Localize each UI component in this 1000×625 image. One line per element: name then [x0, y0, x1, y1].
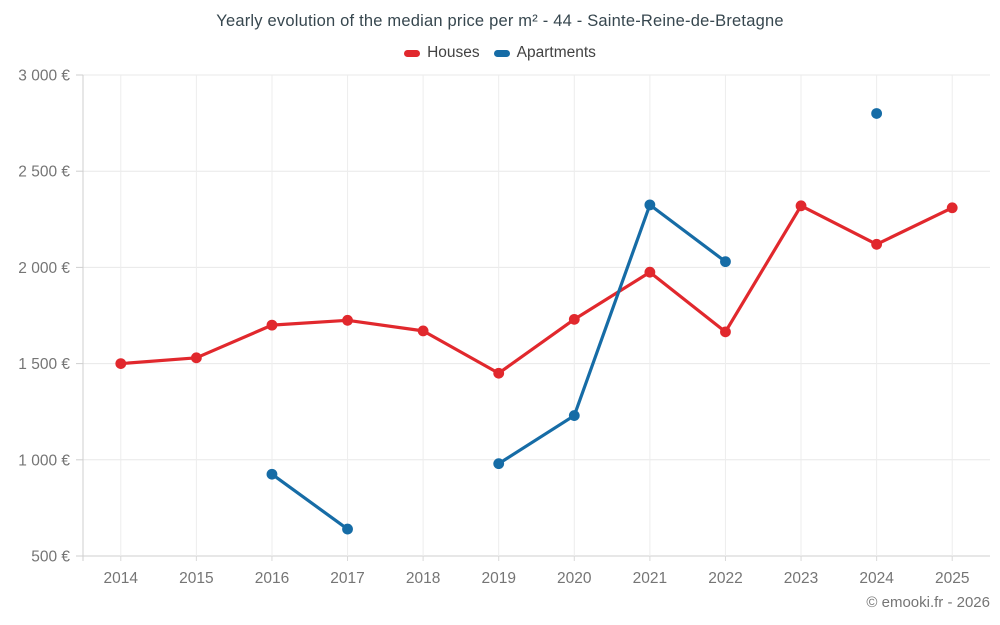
point-apartments-2024[interactable] [871, 108, 883, 119]
houses-line [119, 204, 954, 375]
apartments-series-swatch-icon [493, 49, 510, 57]
x-axis-label: 2019 [481, 570, 515, 587]
point-houses-2019[interactable] [493, 367, 505, 379]
x-axis-label: 2017 [330, 570, 364, 587]
y-axis-label: 1 500 € [18, 356, 70, 373]
legend: Houses Apartments [0, 44, 1000, 62]
point-houses-2014[interactable] [115, 358, 127, 369]
point-houses-2017[interactable] [342, 314, 353, 326]
point-houses-2023[interactable] [795, 200, 807, 212]
y-axis-label: 500 € [31, 549, 70, 566]
point-houses-2022[interactable] [720, 326, 731, 338]
point-apartments-2019[interactable] [493, 458, 505, 470]
point-houses-2018[interactable] [417, 325, 429, 337]
y-axis-label: 1 000 € [18, 452, 70, 469]
point-houses-2021[interactable] [644, 266, 656, 278]
point-houses-2020[interactable] [568, 313, 580, 325]
chart-title: Yearly evolution of the median price per… [216, 12, 784, 30]
apartments-line [270, 472, 350, 531]
point-apartments-2020[interactable] [568, 410, 580, 421]
point-houses-2015[interactable] [190, 352, 202, 364]
credits-link[interactable]: © emooki.fr - 2026 [866, 594, 990, 611]
point-apartments-2021[interactable] [644, 199, 656, 211]
apartments-line [497, 203, 728, 466]
x-axis-label: 2025 [935, 570, 969, 587]
x-axis-label: 2022 [708, 570, 742, 587]
x-axis-label: 2014 [104, 570, 139, 587]
x-axis-label: 2020 [557, 570, 592, 587]
legend-item-apartments[interactable]: Apartments [493, 44, 596, 62]
x-axis-label: 2016 [255, 570, 289, 587]
houses-series-swatch-icon [404, 49, 421, 57]
point-houses-2025[interactable] [946, 202, 958, 214]
houses-legend-label: Houses [427, 44, 480, 61]
point-houses-2024[interactable] [871, 238, 883, 250]
point-apartments-2022[interactable] [720, 256, 731, 268]
y-axis-label: 3 000 € [18, 68, 70, 85]
point-apartments-2017[interactable] [342, 523, 353, 535]
apartments-legend-label: Apartments [516, 44, 596, 61]
y-axis-label: 2 500 € [18, 164, 70, 181]
x-axis-label: 2024 [859, 570, 894, 587]
point-houses-2016[interactable] [266, 319, 278, 331]
point-apartments-2016[interactable] [266, 468, 278, 480]
y-axis-label: 2 000 € [18, 260, 70, 277]
x-axis-label: 2023 [784, 570, 818, 587]
x-axis-label: 2018 [406, 570, 440, 587]
x-axis-label: 2021 [633, 570, 667, 587]
legend-item-houses[interactable]: Houses [404, 44, 480, 62]
x-axis-label: 2015 [179, 570, 213, 587]
